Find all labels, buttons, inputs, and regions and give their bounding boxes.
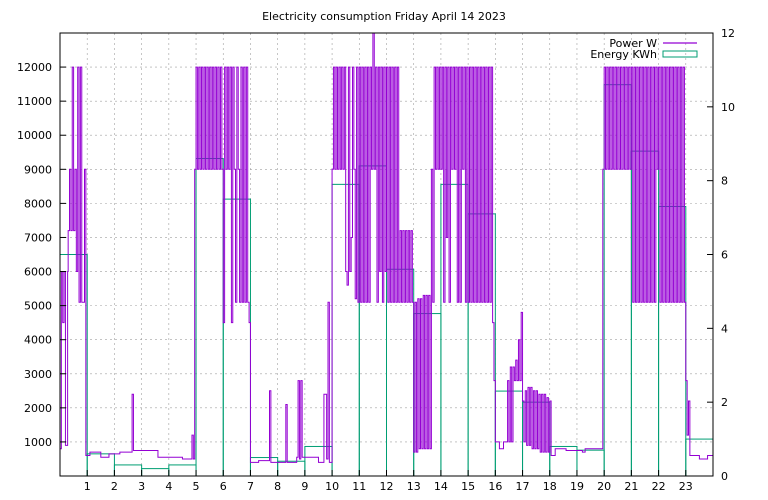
legend: Power W Energy KWh xyxy=(590,37,698,61)
x-tick-label: 14 xyxy=(434,480,448,493)
energy-bar xyxy=(113,464,143,477)
y-right-tick-label: 10 xyxy=(721,101,735,114)
x-tick-label: 2 xyxy=(111,480,118,493)
x-tick-label: 8 xyxy=(274,480,281,493)
y-left-tick-label: 10000 xyxy=(17,129,52,142)
x-tick-label: 23 xyxy=(679,480,693,493)
power-line xyxy=(60,32,713,463)
x-tick-label: 18 xyxy=(543,480,557,493)
y-left-tick-label: 2000 xyxy=(24,402,52,415)
x-tick-label: 11 xyxy=(352,480,366,493)
energy-bar xyxy=(277,460,306,477)
x-tick-label: 19 xyxy=(570,480,584,493)
y-right-tick-label: 0 xyxy=(721,470,728,483)
x-tick-label: 17 xyxy=(516,480,530,493)
y-left-tick-label: 3000 xyxy=(24,368,52,381)
x-tick-label: 6 xyxy=(220,480,227,493)
legend-swatch-energy xyxy=(662,50,698,58)
energy-bar xyxy=(168,464,197,477)
energy-bar xyxy=(141,468,170,477)
x-tick-label: 10 xyxy=(325,480,339,493)
y-right-tick-label: 8 xyxy=(721,175,728,188)
y-left-tick-label: 11000 xyxy=(17,95,52,108)
x-tick-label: 21 xyxy=(624,480,638,493)
x-tick-label: 16 xyxy=(488,480,502,493)
y-left-tick-label: 1000 xyxy=(24,436,52,449)
y-left-tick-label: 8000 xyxy=(24,197,52,210)
power-series xyxy=(60,32,713,463)
legend-label-energy: Energy KWh xyxy=(590,48,657,61)
axis-ticks: 1 2 3 4 5 6 7 8 9 10 11 12 13 14 15 16 17 18 19 20 21 22 23100… xyxy=(17,27,735,493)
y-right-tick-label: 6 xyxy=(721,249,728,262)
y-right-tick-label: 2 xyxy=(721,396,728,409)
x-tick-label: 5 xyxy=(193,480,200,493)
y-left-tick-label: 7000 xyxy=(24,231,52,244)
y-left-tick-label: 4000 xyxy=(24,334,52,347)
x-tick-label: 1 xyxy=(84,480,91,493)
y-left-tick-label: 6000 xyxy=(24,266,52,279)
y-right-tick-label: 12 xyxy=(721,27,735,40)
x-tick-label: 13 xyxy=(407,480,421,493)
x-tick-label: 9 xyxy=(301,480,308,493)
y-right-tick-label: 4 xyxy=(721,322,728,335)
x-tick-label: 22 xyxy=(652,480,666,493)
x-tick-label: 12 xyxy=(380,480,394,493)
legend-label-power: Power W xyxy=(609,37,657,50)
y-left-tick-label: 5000 xyxy=(24,300,52,313)
energy-bar xyxy=(576,449,605,477)
y-left-tick-label: 9000 xyxy=(24,163,52,176)
x-tick-label: 15 xyxy=(461,480,475,493)
chart-title: Electricity consumption Friday April 14 … xyxy=(262,10,506,23)
y-left-tick-label: 12000 xyxy=(17,61,52,74)
x-tick-label: 20 xyxy=(597,480,611,493)
x-tick-label: 3 xyxy=(138,480,145,493)
x-tick-label: 7 xyxy=(247,480,254,493)
energy-bar xyxy=(195,158,224,477)
x-tick-label: 4 xyxy=(165,480,172,493)
